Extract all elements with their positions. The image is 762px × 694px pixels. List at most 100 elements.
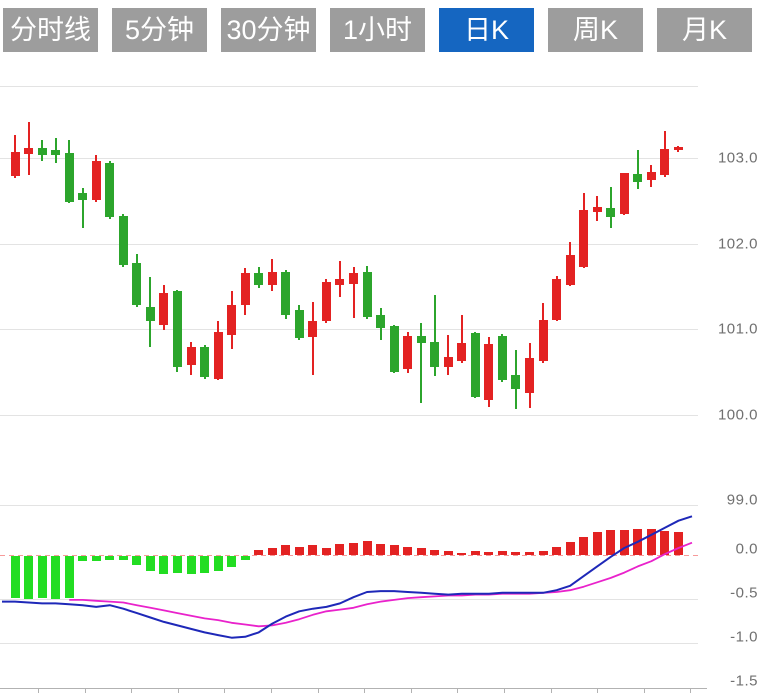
candle-wick [311,301,314,376]
y-axis-label: -0.5 [730,584,758,602]
macd-histogram-bar [430,549,440,555]
timeframe-button-monthly[interactable]: 月K [657,8,752,52]
macd-histogram-bar [308,545,318,555]
candle-body [660,148,670,176]
gridline-h [0,329,698,330]
timeframe-toolbar: 分时线 5分钟 30分钟 1小时 日K 周K 月K [3,8,752,52]
candle-body [538,319,548,362]
timeframe-button-weekly[interactable]: 周K [548,8,643,52]
x-axis-tick [550,688,552,693]
main-panel-top-border [0,86,698,87]
gridline-h [0,414,698,416]
candle-body [118,216,128,265]
macd-histogram-bar [64,556,74,599]
x-axis-tick [410,688,412,693]
x-axis-tick [271,688,272,693]
macd-histogram-bar [673,532,683,555]
x-axis-tick [597,688,599,693]
macd-histogram-bar [633,528,643,555]
candle-body [159,293,169,325]
macd-histogram-bar [511,552,521,555]
candle-body [240,273,250,306]
y-axis-label: 99.0 [726,491,758,509]
macd-histogram-bar [227,556,237,567]
candle-body [10,152,20,176]
macd-histogram-bar [172,556,182,573]
x-axis-tick [504,688,505,693]
y-axis-label: -1.5 [730,672,758,690]
dif-line [2,515,693,639]
candle-body [335,278,345,285]
y-axis-label: -1.0 [730,628,758,646]
y-axis-label: 0.0 [735,540,758,558]
timeframe-button-5min[interactable]: 5分钟 [112,8,207,52]
candle-body [552,279,562,320]
x-axis-tick [364,688,366,693]
candle-body [281,271,291,316]
candle-body [497,335,507,381]
candle-body [443,357,453,368]
macd-histogram-bar [660,531,670,555]
candle-body [403,335,413,370]
candle-body [294,310,304,339]
macd-histogram-bar [484,552,494,555]
candle-body [525,358,535,394]
candle-wick [636,150,639,189]
candle-body [37,147,47,155]
macd-histogram-bar [579,536,589,555]
macd-histogram-bar [470,550,480,555]
macd-panel-top-border [0,505,698,506]
macd-histogram-bar [132,556,142,565]
gridline-h [0,643,698,644]
candle-body [64,152,74,202]
candle-body [619,173,629,214]
macd-histogram-bar [145,556,155,571]
macd-histogram-bar [538,550,548,555]
macd-histogram-bar [78,556,88,562]
candle-body [349,273,358,284]
candle-body [646,171,656,181]
candle-body [254,273,264,285]
macd-histogram-bar [240,556,250,561]
macd-histogram-bar [321,547,331,555]
macd-histogram-bar [592,532,602,555]
candle-body [145,306,155,322]
candle-wick [352,267,355,318]
macd-histogram-bar [416,547,426,555]
x-axis-tick [317,688,319,693]
macd-histogram-bar [362,540,372,555]
timeframe-button-30min[interactable]: 30分钟 [221,8,316,52]
timeframe-button-minute-line[interactable]: 分时线 [3,8,98,52]
timeframe-button-daily[interactable]: 日K [439,8,534,52]
macd-histogram-bar [118,556,128,561]
x-axis-tick [457,688,459,693]
macd-histogram-bar [335,544,345,555]
x-axis-tick [643,688,645,693]
macd-histogram-bar [565,541,575,555]
candle-body [416,335,426,343]
candle-body [362,271,372,318]
macd-histogram-bar [457,553,467,555]
candle-body [376,315,386,329]
macd-histogram-bar [403,547,413,555]
x-axis-tick [690,688,692,693]
y-axis-label: 101.0 [717,320,758,338]
macd-histogram-bar [24,556,34,600]
x-axis-tick [38,688,39,693]
macd-histogram-bar [389,545,399,555]
macd-histogram-bar [376,543,386,555]
candle-wick [433,294,436,377]
x-axis-tick [224,688,226,693]
timeframe-button-1hour[interactable]: 1小时 [330,8,425,52]
candle-body [565,254,575,285]
gridline-h [0,243,698,245]
candle-body [78,193,88,200]
y-axis-label: 103.0 [717,149,758,167]
x-axis-tick [177,688,179,693]
macd-histogram-bar [159,556,169,574]
candle-body [511,375,521,389]
candle-body [227,305,237,335]
